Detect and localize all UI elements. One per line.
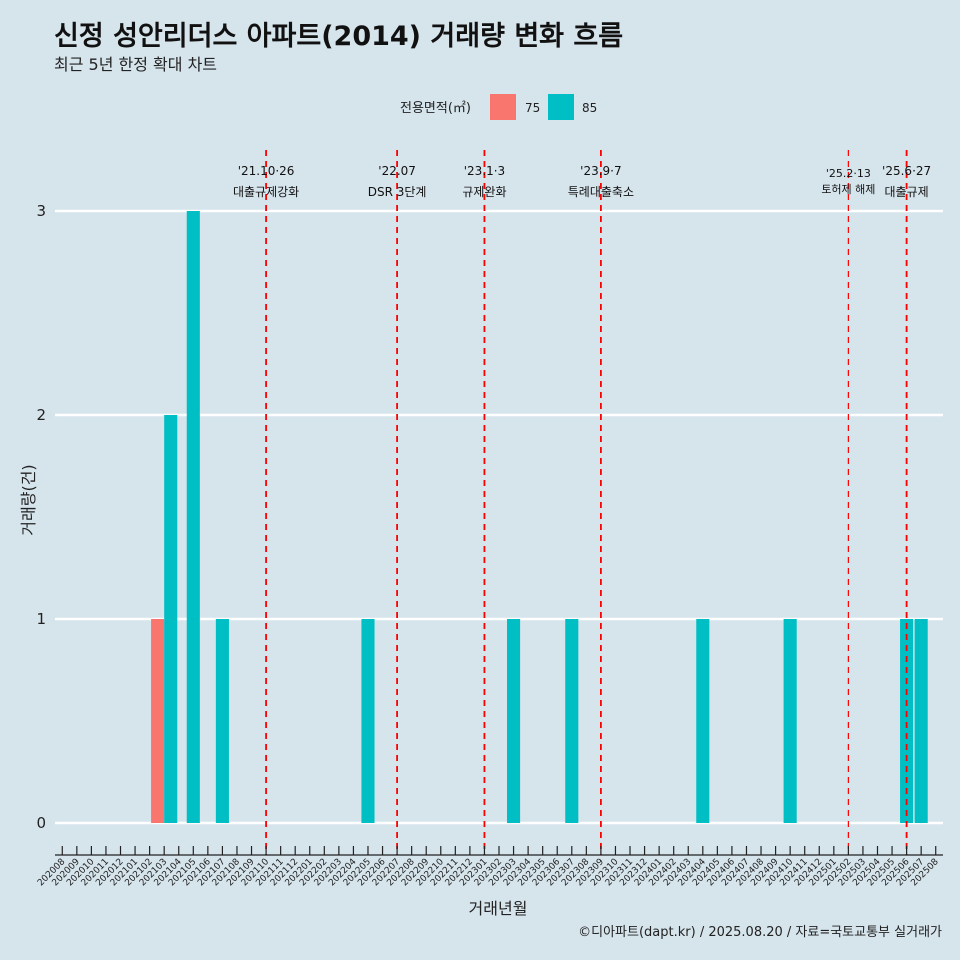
event-date: '25.6·27 xyxy=(882,164,931,178)
legend: 전용면적(㎡) 75 85 xyxy=(400,94,597,120)
chart-subtitle: 최근 5년 한정 확대 차트 xyxy=(54,55,217,74)
event-label: DSR 3단계 xyxy=(368,185,427,199)
y-axis-label: 거래량(건) xyxy=(19,464,38,535)
bar-85-202303 xyxy=(507,619,521,823)
bar-85-202506 xyxy=(900,619,914,823)
event-date: '21.10·26 xyxy=(238,164,295,178)
legend-label-85: 85 xyxy=(582,101,597,115)
bar-85-202410 xyxy=(783,619,797,823)
event-lines: '21.10·26 대출규제강화 '22.07 DSR 3단계 '23.1·3 규제완화 '… xyxy=(233,150,931,855)
y-tick-label: 3 xyxy=(36,202,46,220)
caption: ©디아파트(dapt.kr) / 2025.08.20 / 자료=국토교통부 실… xyxy=(578,925,942,940)
event-date: '23.1·3 xyxy=(464,164,505,178)
legend-swatch-75 xyxy=(490,94,516,120)
event-label: 규제완화 xyxy=(462,185,506,199)
y-axis-ticks: 0 1 2 3 xyxy=(36,202,46,832)
bar-85-202105 xyxy=(186,211,200,823)
bar-75-202103 xyxy=(151,619,165,823)
bar-85-202107 xyxy=(215,619,229,823)
event-label: 대출규제 xyxy=(885,185,929,199)
bars xyxy=(151,211,928,823)
event-label: 토허제 해제 xyxy=(821,182,875,196)
y-tick-label: 0 xyxy=(36,814,46,832)
bar-85-202205 xyxy=(361,619,375,823)
legend-title: 전용면적(㎡) xyxy=(400,101,471,116)
event-label: 특례대출축소 xyxy=(568,185,634,199)
bar-85-202507 xyxy=(914,619,928,823)
event-date: '22.07 xyxy=(378,164,416,178)
event-label: 대출규제강화 xyxy=(233,185,299,199)
legend-swatch-85 xyxy=(548,94,574,120)
legend-label-75: 75 xyxy=(525,101,540,115)
x-axis: 2020082020092020102020112020122021012021… xyxy=(36,846,943,888)
event-date: '23.9·7 xyxy=(580,164,621,178)
chart-title: 신정 성안리더스 아파트(2014) 거래량 변화 흐름 xyxy=(54,21,623,52)
y-tick-label: 2 xyxy=(36,406,46,424)
y-tick-label: 1 xyxy=(36,610,46,628)
bar-85-202103 xyxy=(164,415,178,823)
bar-85-202307 xyxy=(565,619,579,823)
bar-85-202404 xyxy=(696,619,710,823)
x-axis-label: 거래년월 xyxy=(469,899,528,918)
event-date: '25.2·13 xyxy=(826,167,871,180)
